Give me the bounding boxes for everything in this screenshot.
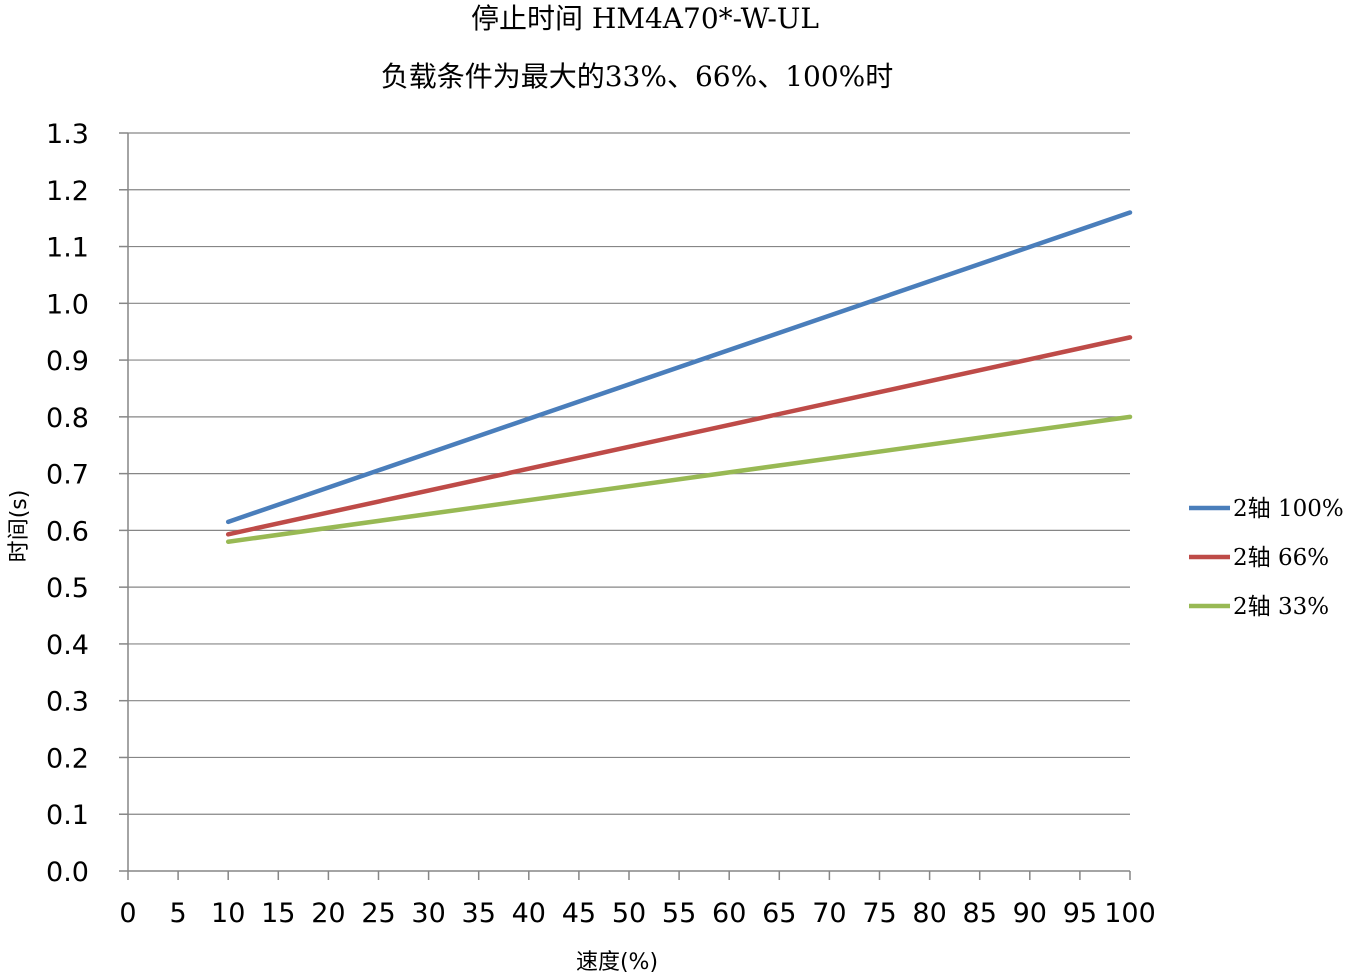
x-tick-label: 55: [662, 898, 696, 929]
series-lines: [225, 210, 1133, 544]
chart-subtitle: 负载条件为最大的33%、66%、100%时: [381, 60, 894, 93]
y-tick-label: 1.0: [46, 289, 89, 320]
x-tick-label: 20: [311, 898, 345, 929]
y-tick-label: 0.9: [46, 346, 89, 377]
y-tick-label: 0.4: [46, 630, 89, 661]
y-tick-label: 0.1: [46, 800, 89, 831]
x-tick-label: 100: [1104, 898, 1156, 929]
y-axis-label: 时间(s): [7, 490, 32, 563]
y-tick-label: 0.3: [46, 687, 89, 718]
legend-label: 2轴 100%: [1233, 496, 1344, 522]
x-tick-label: 95: [1063, 898, 1097, 929]
x-axis-ticks: 0 5 10 15 20 25 30 35 40 45 50 55 60 65 70 75 80 85 90 95 10…: [119, 871, 1156, 929]
series-line-2: [225, 335, 1133, 537]
x-tick-label: 0: [119, 898, 136, 929]
x-tick-label: 15: [261, 898, 295, 929]
series-line-3: [225, 414, 1133, 544]
y-tick-label: 0.7: [46, 460, 89, 491]
y-tick-label: 1.1: [46, 233, 89, 264]
x-tick-label: 5: [170, 898, 187, 929]
y-tick-label: 0.8: [46, 403, 89, 434]
x-tick-label: 60: [712, 898, 746, 929]
legend: 2轴 100% 2轴 66% 2轴 33%: [1189, 496, 1344, 620]
y-axis-ticks: 0.0 0.1 0.2 0.3 0.4 0.5 0.6 0.7 0.8 0.9 1.0 1.1 1.2 1…: [46, 119, 128, 888]
x-tick-label: 35: [462, 898, 496, 929]
y-tick-label: 1.2: [46, 176, 89, 207]
x-tick-label: 25: [361, 898, 395, 929]
legend-label: 2轴 33%: [1233, 594, 1329, 620]
x-tick-label: 65: [762, 898, 796, 929]
legend-label: 2轴 66%: [1233, 545, 1329, 571]
y-tick-label: 0.5: [46, 573, 89, 604]
x-tick-label: 70: [812, 898, 846, 929]
chart-title: 停止时间 HM4A70*-W-UL: [471, 2, 819, 35]
x-tick-label: 75: [862, 898, 896, 929]
y-tick-label: 0.0: [46, 857, 89, 888]
y-tick-label: 0.6: [46, 516, 89, 547]
y-tick-label: 1.3: [46, 119, 89, 150]
x-tick-label: 30: [411, 898, 445, 929]
x-tick-label: 40: [512, 898, 546, 929]
x-tick-label: 80: [912, 898, 946, 929]
x-axis-label: 速度(%): [576, 950, 658, 975]
x-tick-label: 85: [963, 898, 997, 929]
series-line-1: [225, 210, 1133, 525]
x-tick-label: 45: [562, 898, 596, 929]
x-tick-label: 90: [1013, 898, 1047, 929]
x-tick-label: 50: [612, 898, 646, 929]
y-tick-label: 0.2: [46, 743, 89, 774]
x-tick-label: 10: [211, 898, 245, 929]
